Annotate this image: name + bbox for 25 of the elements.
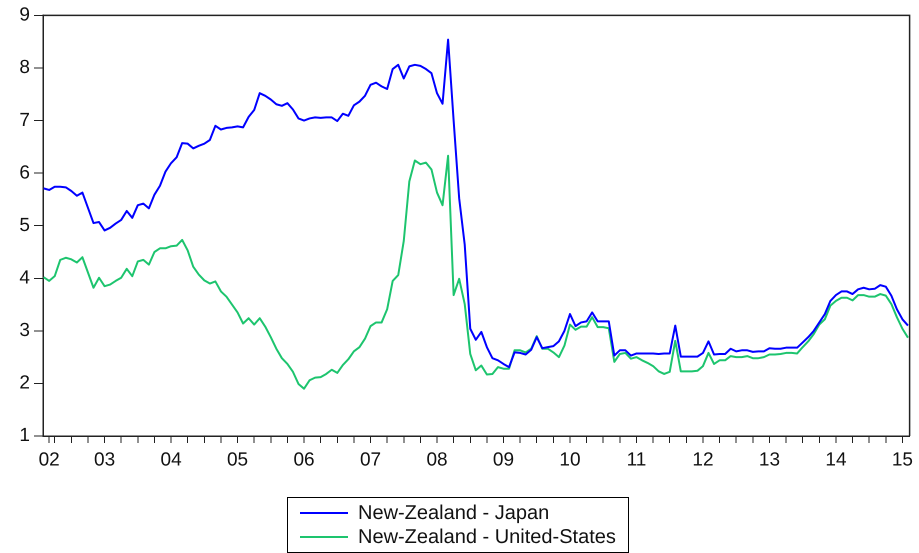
x-tick-label: 13 [758, 450, 780, 471]
y-tick-label: 4 [19, 268, 30, 289]
x-tick-label: 07 [360, 450, 382, 471]
x-tick-label: 09 [492, 450, 514, 471]
y-tick-label: 2 [19, 372, 30, 394]
x-tick-label: 10 [559, 450, 581, 471]
x-tick-label: 11 [626, 450, 646, 471]
y-tick-label: 7 [19, 110, 30, 131]
x-tick-label: 14 [825, 450, 847, 471]
y-tick-label: 5 [19, 214, 30, 236]
legend-label: New-Zealand - United-States [358, 525, 616, 549]
y-tick-label: 8 [19, 57, 30, 78]
x-tick-label: 06 [293, 450, 315, 471]
y-tick-label: 3 [19, 320, 30, 342]
x-tick-label: 15 [892, 450, 913, 471]
x-tick-label: 12 [692, 450, 714, 471]
x-tick-label: 04 [160, 450, 182, 471]
x-tick-label: 03 [94, 450, 116, 471]
x-tick-label: 02 [38, 450, 60, 471]
y-tick-label: 9 [19, 4, 30, 26]
x-tick-label: 05 [226, 450, 248, 471]
y-tick-label: 6 [19, 162, 30, 184]
y-tick-label: 1 [19, 425, 30, 446]
x-tick-label: 08 [426, 450, 448, 471]
legend-label: New-Zealand - Japan [358, 501, 550, 525]
